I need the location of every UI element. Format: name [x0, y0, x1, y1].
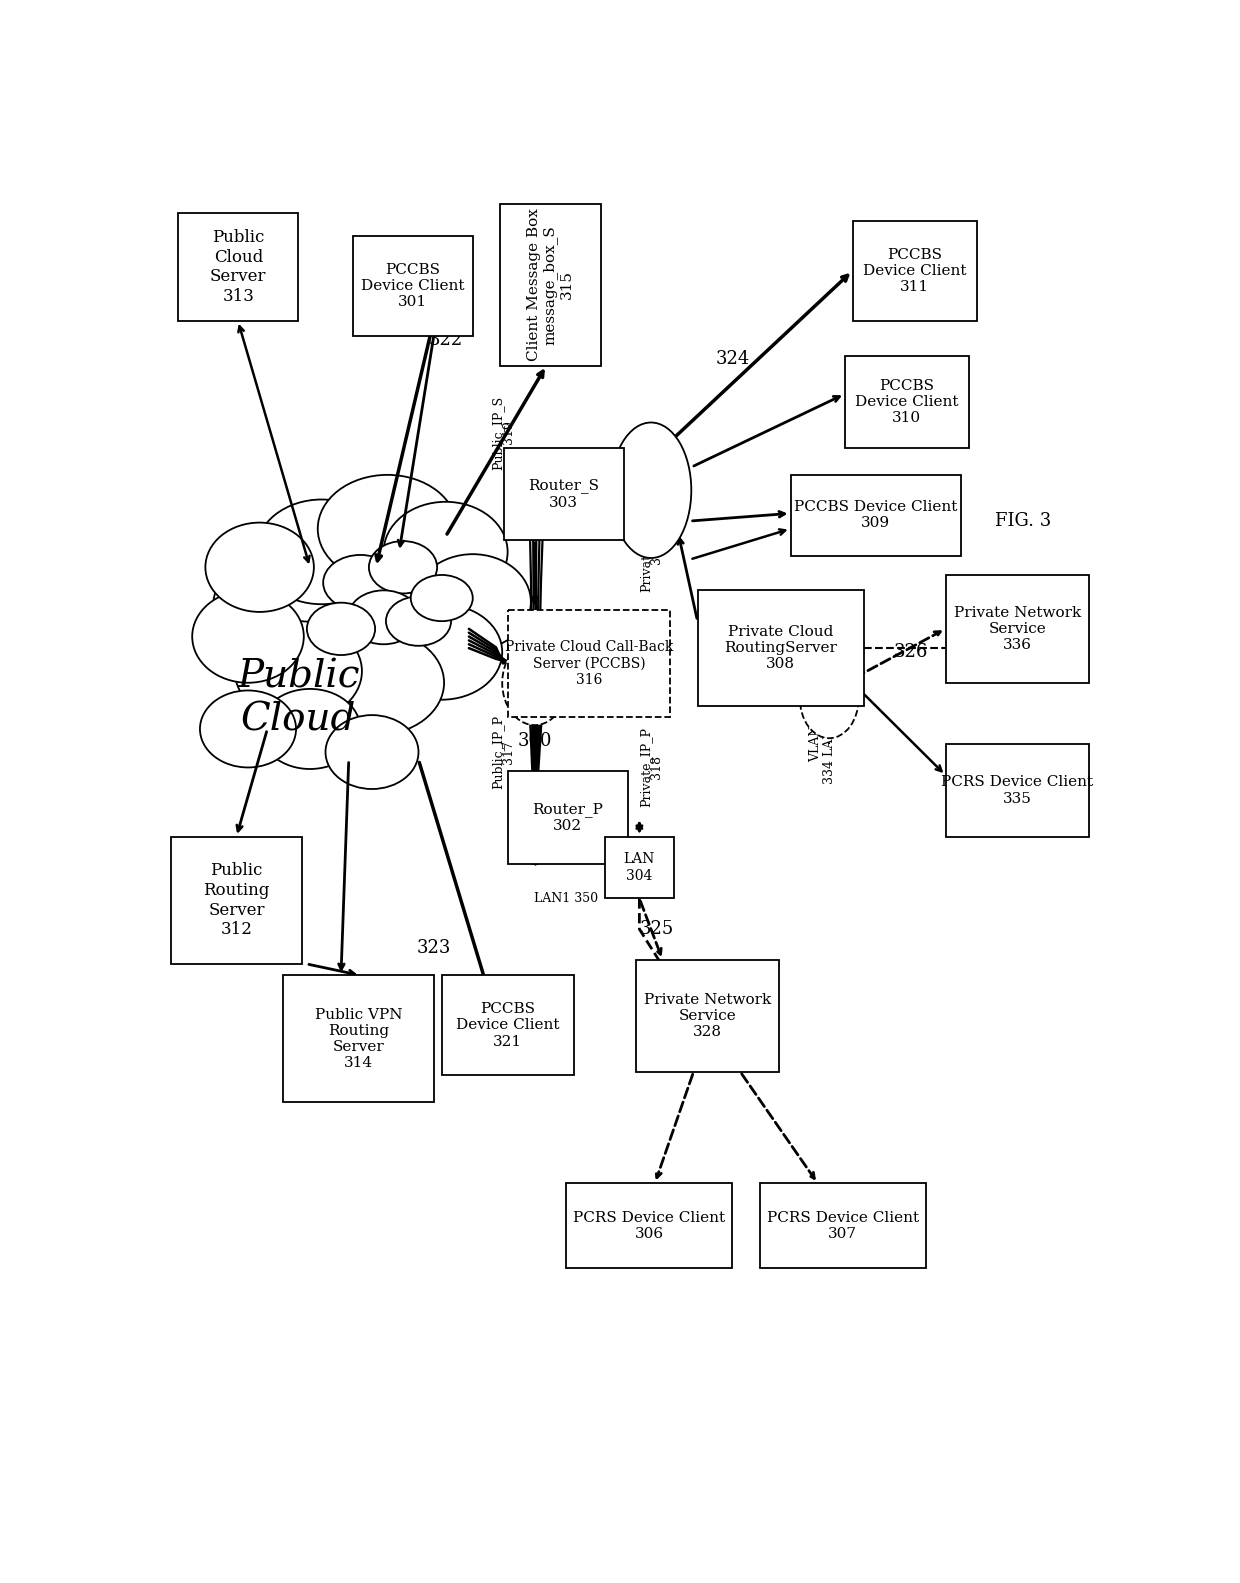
Ellipse shape — [800, 659, 858, 738]
Ellipse shape — [259, 689, 361, 769]
Text: Private Cloud
RoutingServer
308: Private Cloud RoutingServer 308 — [724, 625, 837, 671]
Text: Public_IP_P: Public_IP_P — [491, 716, 503, 788]
Text: PCRS Device Client
306: PCRS Device Client 306 — [573, 1211, 725, 1241]
Text: Public
Routing
Server
312: Public Routing Server 312 — [203, 863, 269, 939]
Bar — [171, 837, 303, 964]
Bar — [507, 771, 627, 864]
Text: Private Network
Service
328: Private Network Service 328 — [644, 993, 771, 1038]
Text: FIG. 3: FIG. 3 — [994, 511, 1052, 530]
Text: 334 LAN: 334 LAN — [823, 728, 836, 784]
Text: 317: 317 — [502, 741, 515, 765]
Bar — [945, 575, 1089, 682]
Ellipse shape — [414, 554, 531, 649]
Text: Private Network
Service
336: Private Network Service 336 — [954, 606, 1081, 652]
Bar — [503, 448, 624, 540]
Bar — [791, 475, 961, 556]
Bar — [283, 975, 434, 1102]
Text: LAN2 360: LAN2 360 — [801, 662, 858, 673]
Ellipse shape — [382, 605, 502, 700]
Text: 322: 322 — [429, 331, 463, 350]
Ellipse shape — [234, 621, 362, 722]
Ellipse shape — [324, 556, 398, 611]
Ellipse shape — [325, 716, 419, 788]
Bar — [605, 837, 675, 899]
Text: PCCBS Device Client
309: PCCBS Device Client 309 — [794, 500, 957, 530]
Ellipse shape — [370, 541, 438, 594]
Ellipse shape — [255, 500, 387, 605]
Text: 323: 323 — [417, 939, 451, 958]
Text: PCCBS
Device Client
321: PCCBS Device Client 321 — [456, 1002, 559, 1048]
Ellipse shape — [213, 556, 337, 655]
Ellipse shape — [348, 590, 419, 644]
Text: 320: 320 — [650, 540, 663, 564]
Text: LAN1 350: LAN1 350 — [533, 891, 598, 905]
Bar — [500, 204, 600, 366]
Text: Private Cloud Call-Back
Server (PCCBS)
316: Private Cloud Call-Back Server (PCCBS) 3… — [505, 640, 673, 687]
Bar — [565, 1183, 733, 1268]
Ellipse shape — [502, 641, 567, 725]
Bar — [352, 236, 472, 336]
Text: 319: 319 — [502, 421, 515, 445]
Text: Router_P
302: Router_P 302 — [532, 803, 603, 833]
Ellipse shape — [192, 590, 304, 682]
Bar — [179, 214, 299, 321]
Text: 318: 318 — [650, 755, 663, 779]
Text: PCCBS
Device Client
310: PCCBS Device Client 310 — [856, 378, 959, 424]
Text: Router_S
303: Router_S 303 — [528, 478, 599, 510]
Ellipse shape — [410, 575, 472, 621]
Text: Public
Cloud
Server
313: Public Cloud Server 313 — [210, 230, 267, 306]
Bar — [441, 975, 573, 1075]
Ellipse shape — [206, 522, 314, 613]
Bar — [945, 744, 1089, 837]
Bar — [844, 356, 968, 448]
Bar — [759, 1183, 926, 1268]
Ellipse shape — [200, 690, 296, 768]
Text: Private_IP_P: Private_IP_P — [639, 728, 652, 807]
Bar — [853, 220, 977, 321]
Text: 300: 300 — [517, 731, 552, 749]
Ellipse shape — [611, 423, 692, 559]
Text: LAN
304: LAN 304 — [624, 853, 655, 883]
Text: Client Message Box
message_box_S
315: Client Message Box message_box_S 315 — [527, 209, 574, 361]
Ellipse shape — [306, 603, 374, 655]
Text: 324: 324 — [715, 350, 749, 369]
Ellipse shape — [386, 597, 451, 646]
Bar — [697, 590, 864, 706]
Bar — [507, 609, 671, 717]
Text: PCRS Device Client
307: PCRS Device Client 307 — [766, 1211, 919, 1241]
Text: 326: 326 — [894, 643, 928, 662]
Text: PCCBS
Device Client
311: PCCBS Device Client 311 — [863, 247, 966, 294]
Text: VLAN 340: VLAN 340 — [808, 697, 822, 761]
Text: Public_IP_S: Public_IP_S — [491, 396, 503, 470]
Text: Private_IP_S: Private_IP_S — [639, 511, 652, 592]
Text: PCRS Device Client
335: PCRS Device Client 335 — [941, 776, 1094, 806]
Text: Public VPN
Routing
Server
314: Public VPN Routing Server 314 — [315, 1008, 402, 1070]
Ellipse shape — [383, 502, 507, 602]
Text: PCCBS
Device Client
301: PCCBS Device Client 301 — [361, 263, 465, 309]
Bar — [635, 959, 779, 1072]
Ellipse shape — [308, 630, 444, 735]
Text: 325: 325 — [640, 920, 675, 939]
Ellipse shape — [317, 475, 458, 583]
Text: Public
Cloud: Public Cloud — [237, 659, 360, 738]
